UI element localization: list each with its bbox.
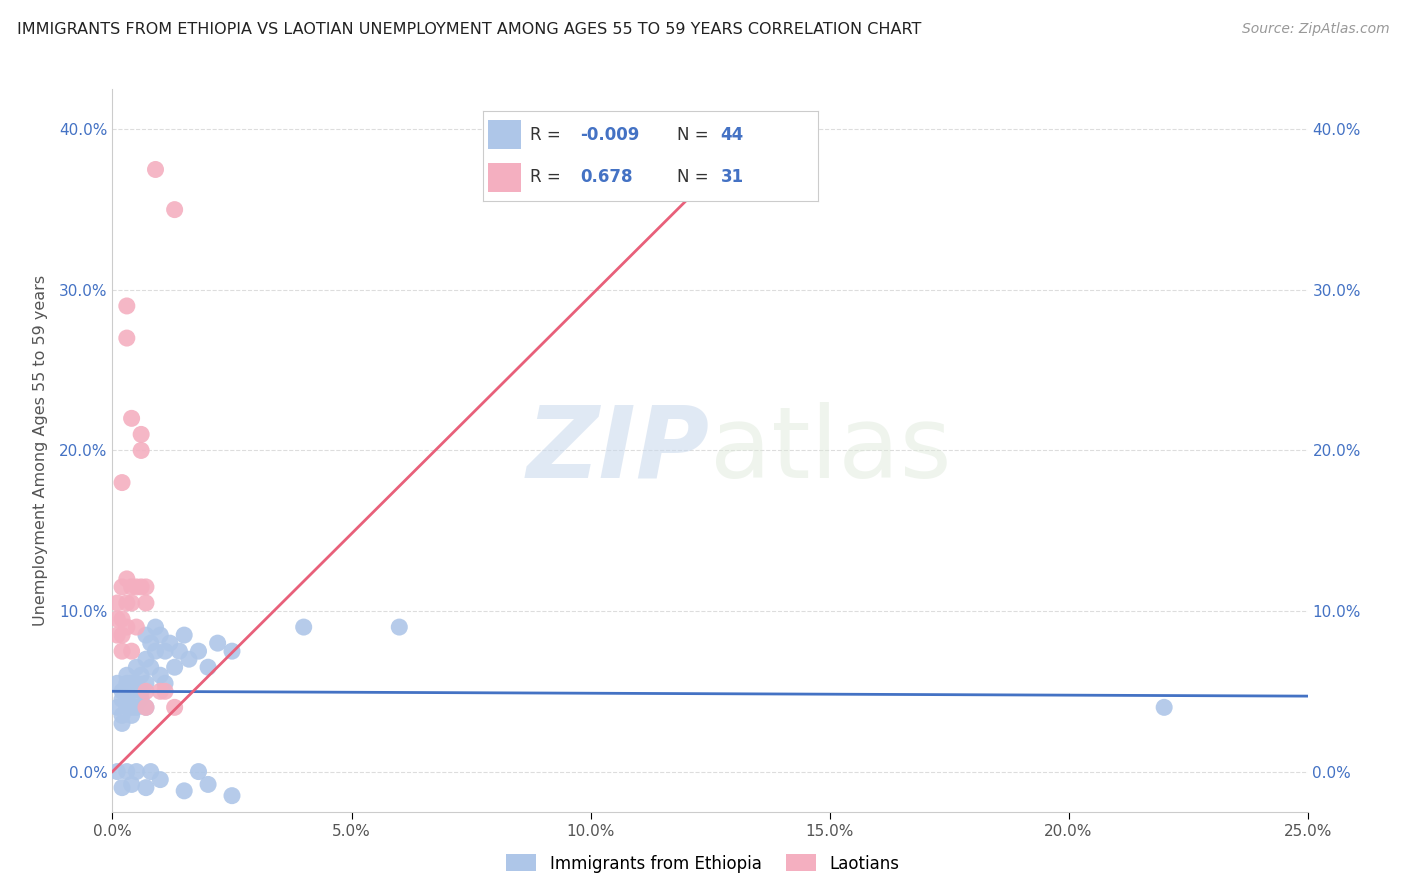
Point (135, 580, 157, 594)
Point (149, 772, 172, 787)
Point (115, 620, 138, 634)
Point (163, 700, 186, 714)
Point (129, 692, 152, 706)
Point (115, 668, 138, 682)
Point (129, 668, 152, 682)
Point (125, 700, 148, 714)
Point (145, 644, 167, 658)
Point (145, 162, 167, 177)
Point (173, 628, 195, 642)
Point (159, 636, 181, 650)
Point (115, 572, 138, 586)
Legend: Immigrants from Ethiopia, Laotians: Immigrants from Ethiopia, Laotians (499, 847, 907, 880)
Point (125, 660, 148, 674)
Point (173, 784, 195, 798)
Point (111, 684, 134, 698)
Point (145, 620, 167, 634)
Point (221, 644, 243, 658)
Text: atlas: atlas (710, 402, 952, 499)
Point (207, 636, 229, 650)
Point (135, 780, 157, 795)
Point (388, 620, 411, 634)
Point (149, 668, 172, 682)
Point (129, 443, 152, 458)
Point (105, 596, 128, 610)
Point (121, 777, 143, 791)
Point (111, 580, 134, 594)
Text: Source: ZipAtlas.com: Source: ZipAtlas.com (1241, 22, 1389, 37)
Point (153, 684, 176, 698)
Point (105, 700, 128, 714)
Text: ZIP: ZIP (527, 402, 710, 499)
Point (149, 628, 172, 642)
Point (139, 660, 162, 674)
Point (105, 612, 128, 626)
Point (139, 764, 162, 779)
Point (121, 676, 143, 690)
Point (139, 636, 162, 650)
Point (153, 644, 176, 658)
Point (105, 628, 128, 642)
Point (163, 660, 186, 674)
Point (105, 676, 128, 690)
Point (153, 676, 176, 690)
Point (125, 764, 148, 779)
Point (187, 764, 209, 779)
Point (121, 644, 143, 658)
Point (135, 700, 157, 714)
Point (111, 475, 134, 490)
Point (111, 708, 134, 723)
Point (115, 692, 138, 706)
Point (121, 708, 143, 723)
Point (115, 596, 138, 610)
Point (125, 620, 148, 634)
Point (111, 628, 134, 642)
Point (135, 684, 157, 698)
Point (149, 684, 172, 698)
Point (115, 676, 138, 690)
Point (111, 780, 134, 795)
Point (135, 652, 157, 666)
Point (121, 580, 143, 594)
Point (187, 644, 209, 658)
Point (111, 644, 134, 658)
Point (163, 202, 186, 217)
Point (221, 789, 243, 803)
Point (121, 411, 143, 425)
Point (125, 676, 148, 690)
Point (121, 596, 143, 610)
Y-axis label: Unemployment Among Ages 55 to 59 years: Unemployment Among Ages 55 to 59 years (32, 275, 48, 626)
Point (169, 644, 191, 658)
Point (115, 700, 138, 714)
Point (292, 620, 315, 634)
Point (129, 684, 152, 698)
Point (125, 580, 148, 594)
Point (129, 427, 152, 442)
Point (115, 331, 138, 345)
Point (197, 777, 219, 791)
Point (197, 660, 219, 674)
Point (115, 764, 138, 779)
Point (1153, 700, 1175, 714)
Point (115, 299, 138, 313)
Point (135, 700, 157, 714)
Point (111, 716, 134, 731)
Point (121, 684, 143, 698)
Point (135, 676, 157, 690)
Point (111, 692, 134, 706)
Point (135, 628, 157, 642)
Point (135, 596, 157, 610)
Point (111, 612, 134, 626)
Point (177, 652, 200, 666)
Text: IMMIGRANTS FROM ETHIOPIA VS LAOTIAN UNEMPLOYMENT AMONG AGES 55 TO 59 YEARS CORRE: IMMIGRANTS FROM ETHIOPIA VS LAOTIAN UNEM… (17, 22, 921, 37)
Point (105, 764, 128, 779)
Point (129, 580, 152, 594)
Point (121, 700, 143, 714)
